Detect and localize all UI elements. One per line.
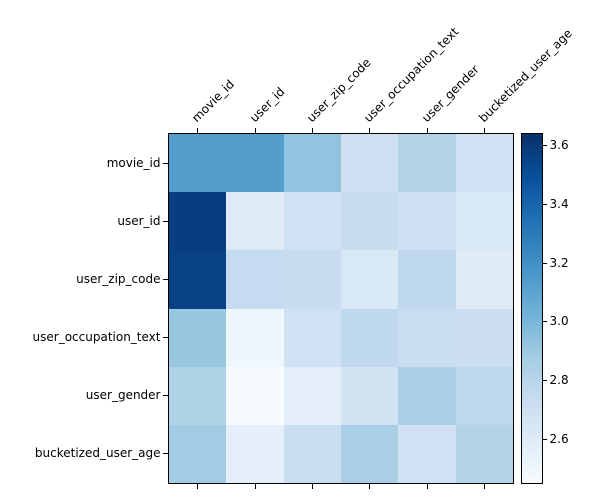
axis-tick — [426, 127, 428, 133]
axis-tick — [162, 162, 168, 164]
heatmap-cell — [169, 192, 227, 251]
heatmap-cell — [398, 424, 456, 483]
axis-tick — [369, 483, 371, 489]
heatmap-cell — [226, 366, 284, 425]
axis-tick — [197, 127, 199, 133]
heatmap-cell — [398, 134, 456, 193]
axis-tick — [542, 379, 547, 381]
axis-tick — [542, 438, 547, 440]
heatmap-cell — [226, 134, 284, 193]
heatmap-cell — [283, 250, 341, 309]
heatmap-cell — [340, 308, 399, 367]
y-axis-label: bucketized_user_age — [34, 446, 161, 461]
heatmap-cell — [283, 192, 341, 251]
axis-tick — [542, 262, 547, 264]
heatmap-cell — [455, 308, 513, 367]
x-axis-label: user_occupation_text — [361, 24, 462, 125]
y-axis-label: user_id — [117, 213, 161, 228]
axis-tick — [542, 145, 547, 147]
heatmap-cell — [340, 250, 399, 309]
heatmap-plot-area — [168, 133, 514, 484]
heatmap-cell — [226, 250, 284, 309]
heatmap-cell — [398, 250, 456, 309]
axis-tick — [542, 321, 547, 323]
heatmap-cell — [340, 134, 399, 193]
heatmap-cell — [169, 366, 227, 425]
heatmap-cell — [226, 424, 284, 483]
axis-tick — [162, 278, 168, 280]
heatmap-cell — [169, 424, 227, 483]
heatmap-cell — [169, 134, 227, 193]
axis-tick — [162, 337, 168, 339]
heatmap-cell — [340, 366, 399, 425]
axis-tick — [162, 220, 168, 222]
axis-tick — [426, 483, 428, 489]
heatmap-cell — [283, 134, 341, 193]
heatmap-cell — [169, 250, 227, 309]
colorbar-tick-label: 3.2 — [549, 255, 569, 270]
heatmap-cell — [169, 308, 227, 367]
axis-tick — [197, 483, 199, 489]
colorbar-tick-label: 3.0 — [549, 314, 569, 329]
axis-tick — [254, 483, 256, 489]
x-axis-label: user_gender — [418, 61, 482, 125]
heatmap-cell — [455, 366, 513, 425]
axis-tick — [311, 483, 313, 489]
heatmap-cell — [455, 250, 513, 309]
heatmap-cell — [455, 424, 513, 483]
heatmap-cell — [226, 192, 284, 251]
colorbar-tick-label: 3.6 — [549, 138, 569, 153]
colorbar — [521, 133, 543, 484]
heatmap-cell — [340, 192, 399, 251]
heatmap-cell — [455, 134, 513, 193]
heatmap-cell — [340, 424, 399, 483]
axis-tick — [369, 127, 371, 133]
heatmap-cell — [398, 366, 456, 425]
heatmap-cell — [226, 308, 284, 367]
heatmap-cell — [455, 192, 513, 251]
axis-tick — [542, 203, 547, 205]
axis-tick — [162, 395, 168, 397]
colorbar-tick-label: 2.8 — [549, 372, 569, 387]
colorbar-tick-label: 3.4 — [549, 196, 569, 211]
colorbar-tick-label: 2.6 — [549, 431, 569, 446]
axis-tick — [254, 127, 256, 133]
y-axis-label: movie_id — [106, 155, 161, 170]
x-axis-label: user_id — [246, 84, 287, 125]
x-axis-label: movie_id — [189, 76, 238, 125]
y-axis-label: user_zip_code — [76, 271, 161, 286]
axis-tick — [311, 127, 313, 133]
heatmap-cell — [398, 308, 456, 367]
x-axis-label: bucketized_user_age — [475, 25, 575, 125]
y-axis-label: user_gender — [85, 388, 161, 403]
heatmap-cell — [398, 192, 456, 251]
axis-tick — [483, 127, 485, 133]
heatmap-cell — [283, 424, 341, 483]
heatmap-cell — [283, 308, 341, 367]
axis-tick — [162, 453, 168, 455]
axis-tick — [483, 483, 485, 489]
heatmap-cell — [283, 366, 341, 425]
y-axis-label: user_occupation_text — [32, 330, 161, 345]
